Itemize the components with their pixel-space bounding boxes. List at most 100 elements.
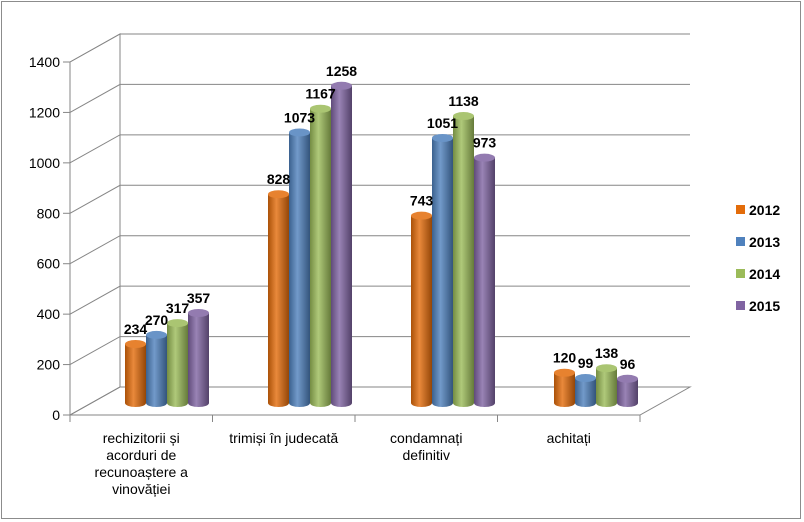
data-label: 743 [410, 193, 434, 209]
bar [268, 190, 289, 407]
y-tick-label: 600 [37, 256, 61, 272]
bar-body [331, 85, 352, 407]
bar-top [125, 339, 146, 348]
bar [310, 104, 331, 408]
y-tick-label: 200 [37, 357, 61, 373]
bar-top [188, 308, 209, 317]
bar-body [125, 343, 146, 407]
y-axis-ticks: 0 200 400 600 800 1000 1200 1400 [29, 54, 70, 423]
y-tick-label: 1200 [29, 104, 60, 120]
bar-body [554, 372, 575, 407]
data-label: 120 [553, 350, 577, 366]
data-label: 99 [578, 355, 594, 371]
bar-body [453, 116, 474, 407]
bar-top [146, 330, 167, 339]
bar [289, 128, 310, 407]
legend-swatch [736, 205, 745, 214]
bar-top [617, 374, 638, 383]
data-label: 96 [620, 356, 636, 372]
bar-top [596, 364, 617, 373]
bar [146, 330, 167, 407]
data-label: 270 [145, 312, 169, 328]
x-tick-label: trimiși în judecată [229, 430, 338, 446]
y-tick-label: 0 [52, 407, 60, 423]
bar-body [310, 108, 331, 408]
bar [554, 368, 575, 407]
x-tick-label: rechizitorii și acorduri de recunoaștere a… [95, 430, 189, 497]
bar [331, 81, 352, 407]
bar-top [167, 319, 188, 328]
legend-swatch [736, 269, 745, 278]
data-label: 1167 [305, 86, 336, 102]
data-label: 234 [124, 321, 148, 337]
legend-label: 2013 [749, 234, 780, 250]
data-label: 357 [187, 290, 211, 306]
bar [617, 374, 638, 407]
legend-label: 2012 [749, 202, 780, 218]
legend-swatch [736, 301, 745, 310]
data-label: 1258 [326, 63, 357, 79]
bar [188, 308, 209, 407]
bar-body [167, 323, 188, 407]
bar-body [411, 215, 432, 407]
bar-top [268, 190, 289, 199]
bar-top [331, 81, 352, 90]
gridline [69, 336, 690, 366]
bar [575, 374, 596, 407]
bar [125, 339, 146, 407]
y-tick-label: 1000 [29, 155, 60, 171]
bar [453, 112, 474, 407]
data-label: 828 [267, 171, 291, 187]
bar-top [474, 153, 495, 162]
gridline [69, 285, 690, 315]
legend-swatch [736, 237, 745, 246]
bar-body [617, 378, 638, 407]
bar-top [453, 112, 474, 121]
y-tick-label: 1400 [29, 54, 60, 70]
gridline [69, 184, 690, 214]
x-tick-label: achitați [547, 430, 591, 446]
gridline [69, 83, 690, 113]
bar-body [596, 368, 617, 407]
bar-body [268, 194, 289, 407]
bar-body [188, 312, 209, 407]
y-tick-label: 800 [37, 205, 61, 221]
x-tick-label: condamnați definitiv [390, 430, 462, 463]
bar-top [289, 128, 310, 137]
bar-body [146, 334, 167, 407]
data-label: 138 [595, 345, 619, 361]
bar-top [575, 374, 596, 383]
gridline [69, 235, 690, 265]
bar-body [289, 132, 310, 407]
data-label: 1138 [448, 93, 479, 109]
bar-top [310, 104, 331, 113]
gridline [69, 33, 690, 63]
bar-top [411, 211, 432, 220]
bar [411, 211, 432, 407]
bar [596, 364, 617, 407]
bars [125, 81, 638, 408]
legend-label: 2014 [749, 266, 780, 282]
bar [432, 133, 453, 407]
bar-top [554, 368, 575, 377]
data-label: 973 [473, 135, 497, 151]
legend-label: 2015 [749, 298, 780, 314]
data-label: 1073 [284, 109, 315, 125]
legend: 2012 2013 2014 2015 [736, 202, 780, 314]
side-wall [69, 33, 121, 416]
bar-body [432, 137, 453, 407]
bar-body [474, 157, 495, 407]
bar [474, 153, 495, 407]
x-axis: rechizitorii și acorduri de recunoaștere a… [69, 414, 641, 497]
gridline [69, 134, 690, 164]
gridlines [69, 33, 690, 416]
bar-top [432, 133, 453, 142]
bar [167, 319, 188, 407]
y-tick-label: 400 [37, 306, 61, 322]
data-label: 1051 [427, 115, 458, 131]
gridline [69, 386, 690, 416]
bar-body [575, 378, 596, 407]
